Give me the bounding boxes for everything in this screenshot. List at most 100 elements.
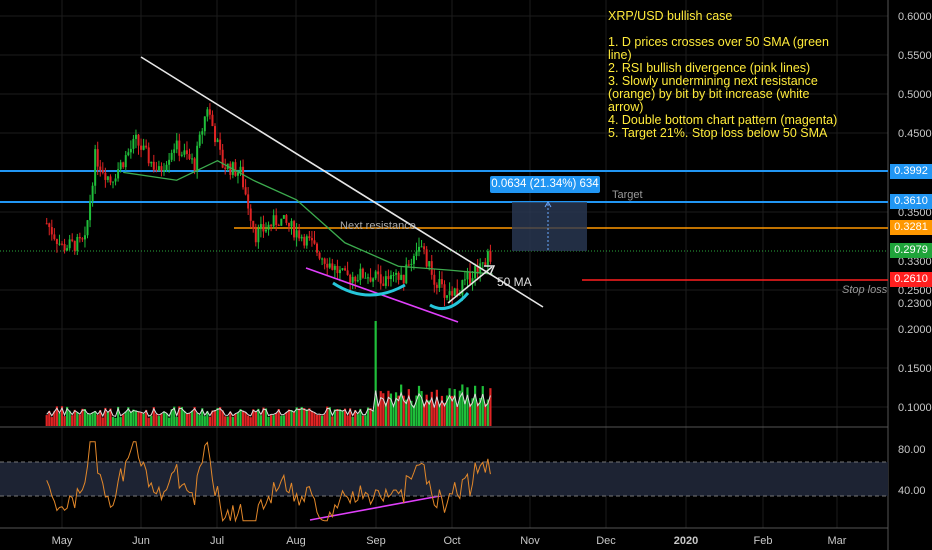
price-tick: 0.4500 — [898, 128, 932, 140]
candle-body — [310, 238, 313, 241]
candle-body — [137, 134, 140, 146]
candle-body — [249, 208, 252, 221]
candle-body — [451, 291, 454, 296]
candle-body — [86, 220, 89, 236]
volume-bar — [308, 408, 311, 426]
candle-body — [287, 222, 290, 227]
time-tick: Jul — [210, 535, 224, 547]
volume-bar — [359, 408, 362, 426]
time-axis: May Jun Jul Aug Sep Oct Nov Dec 2020 Feb… — [52, 535, 847, 547]
candle-body — [372, 278, 375, 282]
candle-body — [101, 170, 104, 173]
note-line-5: 5. Target 21%. Stop loss below 50 SMA — [608, 126, 828, 140]
volume-bar — [139, 411, 143, 426]
time-tick: 2020 — [674, 535, 698, 547]
candle-body — [224, 167, 227, 169]
candle-body — [145, 145, 148, 148]
volume-bar — [94, 410, 97, 426]
volume-bar — [440, 395, 444, 426]
candle-body — [410, 263, 413, 266]
volume-bar — [481, 386, 484, 426]
candle-body — [112, 181, 115, 183]
candle-body — [282, 215, 285, 219]
ma50-label: 50 MA — [497, 275, 532, 289]
candle-body — [206, 109, 209, 117]
volume-ma-line — [46, 390, 491, 418]
candle-body — [387, 276, 390, 280]
candlestick-series — [45, 103, 492, 307]
stop-loss-label: Stop loss — [842, 284, 888, 296]
candle-body — [344, 268, 347, 271]
volume-bar — [361, 415, 365, 426]
volume-bar — [88, 414, 92, 426]
candle-body — [262, 224, 265, 232]
volume-bar — [397, 395, 400, 426]
candle-body — [463, 279, 466, 281]
candle-body — [259, 224, 262, 229]
candle-body — [384, 276, 387, 286]
price-tick: 0.1500 — [898, 363, 932, 375]
volume-bar — [249, 417, 252, 426]
volume-bar — [165, 413, 168, 426]
candle-body — [152, 161, 155, 170]
time-tick: Oct — [443, 535, 460, 547]
candle-body — [407, 264, 410, 266]
volume-bar — [445, 395, 449, 426]
volume-bar — [252, 409, 255, 426]
candle-body — [48, 223, 51, 228]
volume-bar — [264, 408, 268, 426]
volume-bar — [119, 417, 122, 426]
volume-bar — [292, 411, 296, 426]
descending-trendline — [140, 56, 544, 308]
candle-body — [132, 138, 135, 149]
candle-body — [321, 258, 324, 260]
candle-body — [124, 155, 127, 168]
candle-body — [420, 246, 423, 248]
candle-body — [254, 228, 257, 243]
volume-bar — [216, 407, 219, 426]
volume-bar — [280, 415, 283, 426]
candle-body — [443, 284, 446, 298]
volume-bar — [423, 403, 426, 426]
volume-bar — [147, 417, 150, 426]
candle-body — [234, 162, 237, 176]
candle-body — [71, 239, 74, 241]
candle-body — [140, 145, 143, 150]
candle-body — [119, 162, 122, 170]
volume-bar — [53, 411, 56, 426]
volume-bar — [321, 415, 324, 426]
volume-bar — [328, 407, 331, 426]
candle-body — [400, 274, 403, 280]
volume-bar — [456, 404, 459, 426]
volume-bar — [55, 406, 59, 426]
volume-bar — [203, 416, 206, 426]
candle-body — [446, 295, 449, 298]
volume-bar — [160, 414, 163, 426]
volume-bar — [338, 409, 342, 426]
volume-bar — [117, 406, 120, 426]
candle-body — [430, 261, 433, 275]
candle-body — [193, 158, 196, 171]
volume-bar — [300, 406, 303, 426]
candle-body — [216, 139, 219, 143]
volume-bar — [394, 392, 398, 426]
candle-body — [170, 152, 173, 160]
candle-body — [346, 270, 349, 275]
volume-bar — [244, 412, 247, 426]
candle-body — [336, 265, 339, 274]
candle-body — [127, 152, 130, 156]
candle-body — [382, 283, 385, 286]
candle-body — [114, 178, 117, 182]
price-tick: 0.2300 — [898, 298, 932, 310]
candle-body — [359, 268, 362, 281]
candle-body — [308, 236, 311, 239]
candle-body — [349, 274, 352, 283]
candle-body — [63, 244, 66, 251]
candle-body — [367, 277, 370, 279]
volume-bar — [168, 417, 171, 426]
volume-bar — [71, 415, 74, 426]
time-tick: Aug — [286, 535, 306, 547]
candle-body — [316, 243, 319, 253]
candle-body — [188, 154, 191, 159]
volume-bar — [351, 416, 354, 426]
